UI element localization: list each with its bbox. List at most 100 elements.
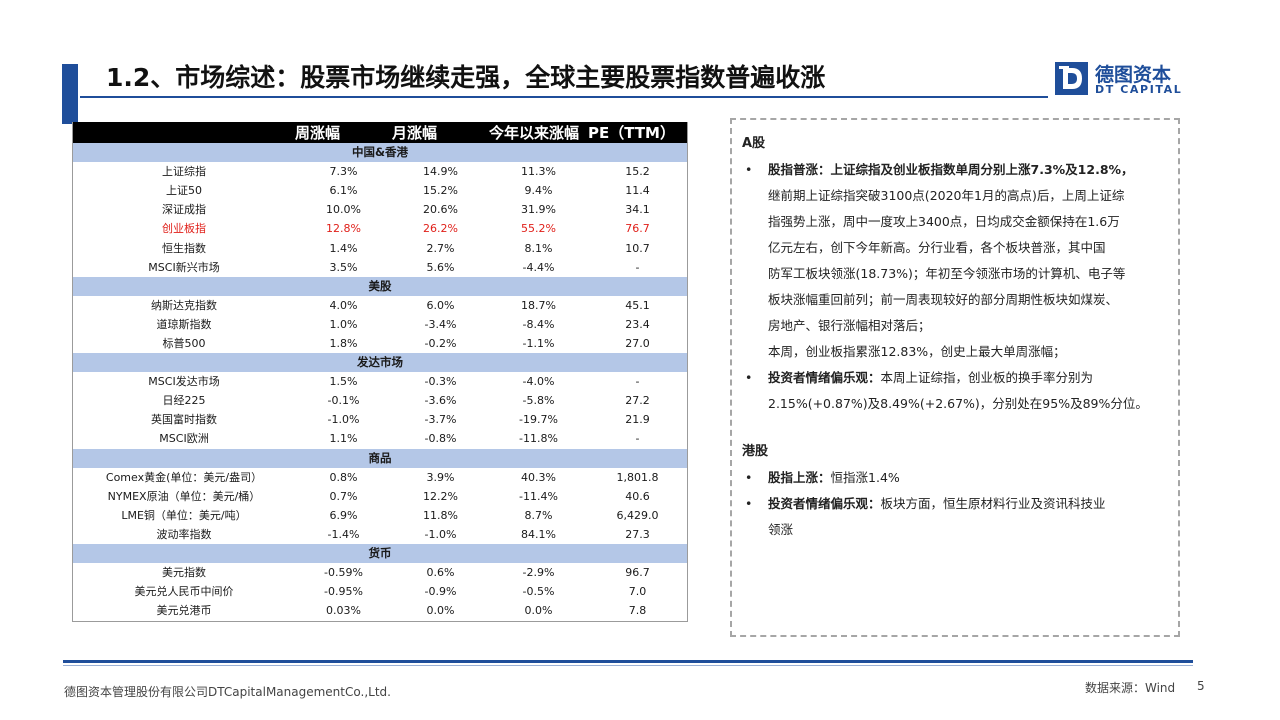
commentary-panel: A股 • 股指普涨：上证综指及创业板指数单周分别上涨7.3%及12.8%， 继前… — [730, 118, 1180, 637]
cell-week: 7.3% — [329, 165, 358, 179]
page-number: 5 — [1197, 679, 1205, 693]
page-title: 1.2、市场综述：股票市场继续走强，全球主要股票指数普遍收涨 — [106, 63, 826, 92]
table-header-row: 周涨幅 月涨幅 今年以来涨幅 PE（TTM） — [73, 122, 687, 143]
cell-week: -1.4% — [327, 527, 360, 541]
cell-month: -3.4% — [424, 317, 457, 331]
cell-week: 0.03% — [326, 604, 361, 618]
section-label: 货币 — [73, 543, 687, 564]
table-row: NYMEX原油（单位：美元/桶） 0.7% 12.2% -11.4% 40.6 — [73, 487, 687, 506]
bullet-line: 领涨 — [768, 522, 794, 537]
hk-heading: 港股 — [742, 444, 769, 459]
section-label: 商品 — [73, 448, 687, 468]
cell-month: 0.6% — [426, 566, 455, 580]
column-header-ytd: 今年以来涨幅 — [489, 122, 588, 143]
bullet-icon: • — [745, 496, 753, 511]
cell-week: 10.0% — [326, 203, 361, 217]
cell-month: 2.7% — [426, 241, 455, 255]
bullet-text: 本周上证综指，创业板的换手率分别为 — [880, 370, 1094, 385]
cell-month: 26.2% — [423, 222, 458, 236]
cell-pe: 27.2 — [625, 394, 650, 408]
bullet-text: 恒指涨1.4% — [830, 470, 900, 485]
bullet-text: 板块方面，恒生原材料行业及资讯科技业 — [880, 496, 1106, 511]
logo-chinese-text: 德图资本 — [1095, 64, 1172, 86]
cell-month: -0.2% — [424, 336, 457, 350]
section-label: 美股 — [73, 276, 687, 296]
cell-name: 标普500 — [162, 336, 206, 350]
cell-ytd: 11.3% — [521, 165, 556, 179]
cell-month: 0.0% — [426, 604, 455, 618]
dt-logo-icon — [1055, 62, 1088, 95]
table-row: LME铜（单位：美元/吨） 6.9% 11.8% 8.7% 6,429.0 — [73, 506, 687, 525]
cell-ytd: -8.4% — [522, 317, 555, 331]
cell-pe: 27.3 — [625, 527, 650, 541]
table-row: 上证综指 7.3% 14.9% 11.3% 15.2 — [73, 162, 687, 181]
cell-week: 1.0% — [329, 317, 358, 331]
market-table-container: 周涨幅 月涨幅 今年以来涨幅 PE（TTM） 中国&香港 上证综指 7.3% 14.9… — [72, 122, 688, 622]
cell-week: 1.5% — [329, 375, 358, 389]
a-share-bullet-index: • 股指普涨：上证综指及创业板指数单周分别上涨7.3%及12.8%， 继前期上证… — [742, 157, 1172, 365]
cell-month: -0.9% — [424, 585, 457, 599]
table-row: 恒生指数 1.4% 2.7% 8.1% 10.7 — [73, 238, 687, 257]
cell-ytd: -2.9% — [522, 566, 555, 580]
cell-pe: 23.4 — [625, 317, 650, 331]
cell-pe: 6,429.0 — [616, 508, 659, 522]
cell-week: -0.1% — [327, 394, 360, 408]
cell-ytd: 8.1% — [524, 241, 553, 255]
cell-week: -0.95% — [324, 585, 363, 599]
cell-name: 创业板指 — [162, 222, 206, 236]
cell-pe: 27.0 — [625, 336, 650, 350]
cell-name: MSCI欧洲 — [159, 432, 209, 446]
cell-pe: 11.4 — [625, 184, 650, 198]
cell-name: Comex黄金(单位：美元/盎司） — [105, 470, 263, 484]
cell-pe: 1,801.8 — [616, 470, 659, 484]
cell-ytd: -11.4% — [519, 489, 558, 503]
section-label: 发达市场 — [73, 353, 687, 373]
market-summary-table: 周涨幅 月涨幅 今年以来涨幅 PE（TTM） 中国&香港 上证综指 7.3% 14.9… — [73, 122, 687, 620]
footer-rule-thin — [63, 665, 1193, 666]
bullet-label: 投资者情绪偏乐观： — [768, 496, 881, 511]
cell-month: 20.6% — [423, 203, 458, 217]
section-label: 中国&香港 — [73, 143, 687, 163]
bullet-lead: 上证综指及创业板指数单周分别上涨7.3%及12.8%， — [830, 162, 1134, 177]
cell-ytd: 40.3% — [521, 470, 556, 484]
cell-month: 3.9% — [426, 470, 455, 484]
cell-pe: 34.1 — [625, 203, 650, 217]
cell-month: 6.0% — [426, 298, 455, 312]
hk-bullet-sentiment: • 投资者情绪偏乐观：板块方面，恒生原材料行业及资讯科技业 领涨 — [742, 491, 1172, 543]
cell-pe: 40.6 — [625, 489, 650, 503]
column-header-week: 周涨幅 — [295, 122, 392, 143]
bullet-line: 2.15%(+0.87%)及8.49%(+2.67%)，分别处在95%及89%分… — [768, 396, 1148, 411]
cell-name: 上证50 — [166, 184, 202, 198]
table-section-row: 货币 — [73, 543, 687, 564]
cell-month: 12.2% — [423, 489, 458, 503]
bullet-line: 本周，创业板指累涨12.83%，创史上最大单周涨幅； — [768, 344, 1066, 359]
cell-pe: 7.0 — [628, 585, 647, 599]
bullet-icon: • — [745, 470, 753, 485]
cell-name: 美元指数 — [162, 566, 206, 580]
footer-data-source: 数据来源：Wind — [1085, 681, 1176, 695]
cell-name: MSCI新兴市场 — [148, 260, 220, 274]
cell-pe: 76.7 — [625, 222, 650, 236]
table-section-row: 发达市场 — [73, 353, 687, 373]
bullet-line: 亿元左右，创下今年新高。分行业看，各个板块普涨，其中国 — [768, 240, 1106, 255]
cell-pe: 7.8 — [628, 604, 647, 618]
title-accent-bar — [62, 64, 78, 124]
bullet-line: 房地产、银行涨幅相对落后； — [768, 318, 931, 333]
cell-week: -1.0% — [327, 413, 360, 427]
bullet-label: 股指普涨： — [768, 162, 831, 177]
footer-rule — [63, 660, 1193, 663]
table-row: MSCI欧洲 1.1% -0.8% -11.8% - — [73, 429, 687, 448]
cell-ytd: 84.1% — [521, 527, 556, 541]
logo-english-text: DT CAPITAL — [1095, 83, 1183, 96]
cell-name: 深证成指 — [162, 203, 206, 217]
cell-week: 3.5% — [329, 260, 358, 274]
cell-week: 12.8% — [326, 222, 361, 236]
cell-week: -0.59% — [324, 566, 363, 580]
cell-ytd: -5.8% — [522, 394, 555, 408]
cell-week: 6.9% — [329, 508, 358, 522]
cell-week: 1.8% — [329, 336, 358, 350]
bullet-line: 板块涨幅重回前列；前一周表现较好的部分周期性板块如煤炭、 — [768, 292, 1119, 307]
table-row: MSCI发达市场 1.5% -0.3% -4.0% - — [73, 372, 687, 391]
cell-ytd: -19.7% — [519, 413, 558, 427]
cell-week: 1.4% — [329, 241, 358, 255]
